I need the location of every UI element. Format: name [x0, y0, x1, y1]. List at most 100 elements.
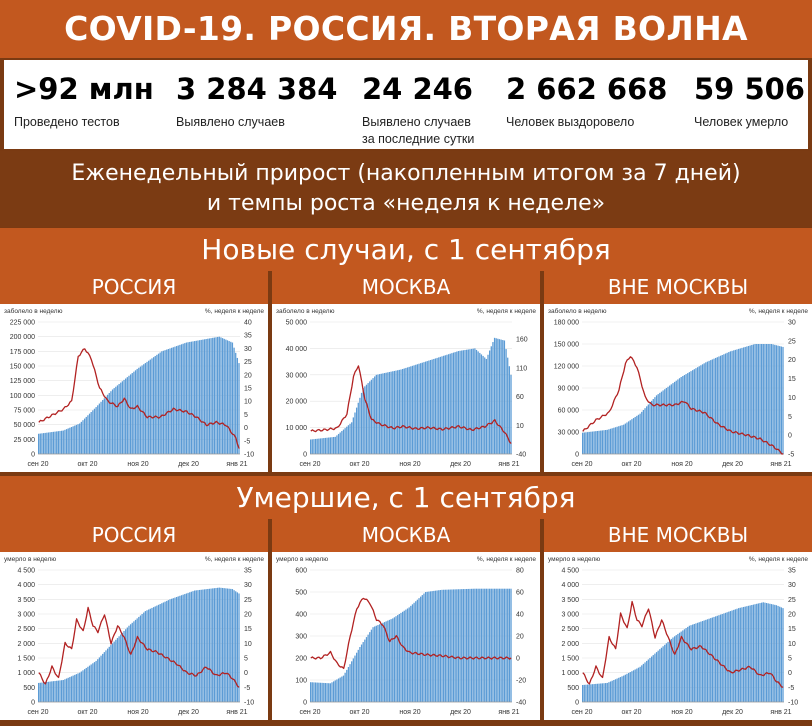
growth-rate-line: [310, 365, 512, 445]
bar: [342, 429, 345, 454]
bar: [77, 424, 79, 454]
bar: [746, 606, 748, 702]
bar: [726, 612, 728, 702]
bar: [225, 588, 227, 702]
bar: [69, 427, 71, 454]
bar: [72, 675, 74, 702]
growth-rate-line: [310, 597, 512, 670]
chart-region-title: РОССИЯ: [0, 271, 268, 304]
chart-region-title: ВНЕ МОСКВЫ: [544, 519, 812, 552]
bar: [728, 611, 730, 702]
bar: [436, 590, 438, 702]
bar: [641, 665, 643, 702]
bar: [126, 627, 128, 702]
y2-tick-label: 40: [516, 612, 524, 619]
bar: [169, 599, 171, 702]
bar: [451, 589, 453, 702]
bar: [665, 643, 668, 702]
bar: [159, 352, 161, 454]
bar: [128, 375, 130, 454]
left-axis-title: умерло в неделю: [276, 556, 328, 563]
bar: [770, 604, 773, 702]
bar: [38, 433, 40, 454]
bar: [215, 587, 217, 702]
bar: [339, 677, 341, 702]
x-tick-label: янв 21: [226, 709, 247, 716]
bar: [171, 347, 173, 454]
y2-tick-label: 0: [788, 670, 792, 677]
bar: [507, 588, 509, 702]
bar: [472, 588, 474, 702]
stat-recovered-label: Человек выздоровело: [506, 115, 635, 129]
y-tick-label: 120 000: [554, 364, 579, 371]
y-tick-label: 200 000: [10, 334, 35, 341]
bar: [337, 678, 340, 702]
y-tick-label: 60 000: [558, 408, 580, 415]
bar: [611, 680, 613, 702]
bar: [106, 394, 109, 454]
bar: [97, 405, 99, 454]
bar: [57, 680, 59, 702]
bar: [39, 433, 41, 454]
bar: [670, 384, 672, 454]
y-tick-label: 0: [31, 700, 35, 707]
x-tick-label: окт 20: [77, 461, 97, 468]
bar: [502, 340, 504, 454]
bar: [731, 350, 733, 454]
y2-tick-label: 60: [516, 394, 524, 401]
bar: [62, 430, 64, 454]
chart-svg: заболело в неделю %, неделя к неделе 0 10 0…: [276, 307, 536, 468]
chart-body: заболело в неделю %, неделя к неделе 0 10 0…: [272, 304, 540, 472]
bar: [98, 403, 101, 454]
bar: [134, 619, 137, 702]
bar: [484, 588, 486, 702]
bar: [231, 589, 234, 702]
chart-region-title: РОССИЯ: [0, 519, 268, 552]
bar: [42, 433, 45, 454]
bar: [336, 679, 338, 702]
y2-tick-label: 25: [788, 338, 796, 345]
bar: [393, 617, 396, 702]
bar: [756, 344, 758, 454]
bar: [716, 357, 718, 454]
y2-tick-label: -5: [244, 685, 250, 692]
bar: [410, 366, 412, 454]
bar: [326, 683, 328, 702]
bar: [654, 397, 656, 454]
bar: [434, 590, 437, 702]
bar: [388, 619, 391, 702]
bar: [346, 426, 348, 454]
bar: [375, 374, 377, 454]
bar: [626, 673, 628, 702]
bar: [105, 396, 107, 454]
bar: [228, 588, 230, 702]
stat-daily-cases-label: Выявлено случаев за последние сутки: [362, 115, 475, 146]
bar: [228, 341, 230, 454]
bar: [393, 370, 396, 454]
bar: [392, 618, 394, 702]
chart-body: умерло в неделю %, неделя к неделе 0 500 1 0…: [544, 552, 812, 720]
bar: [334, 680, 336, 702]
bar: [765, 603, 768, 702]
bar: [102, 400, 104, 454]
bar: [120, 382, 122, 454]
x-tick-label: дек 20: [722, 461, 743, 468]
bar: [464, 349, 466, 454]
bar: [51, 681, 53, 702]
bar: [383, 622, 386, 702]
bar: [405, 367, 407, 454]
bar: [688, 372, 691, 454]
bar: [479, 588, 481, 702]
bar: [60, 430, 63, 454]
bar: [667, 386, 669, 454]
bar: [710, 360, 712, 454]
bar: [757, 603, 760, 702]
bar: [749, 345, 751, 454]
bar: [416, 364, 419, 454]
y2-tick-label: 25: [244, 359, 252, 366]
y2-tick-label: 80: [516, 568, 524, 575]
bar: [116, 385, 119, 454]
bar: [649, 402, 651, 454]
left-axis-title: заболело в неделю: [4, 307, 63, 315]
bar: [180, 595, 183, 702]
